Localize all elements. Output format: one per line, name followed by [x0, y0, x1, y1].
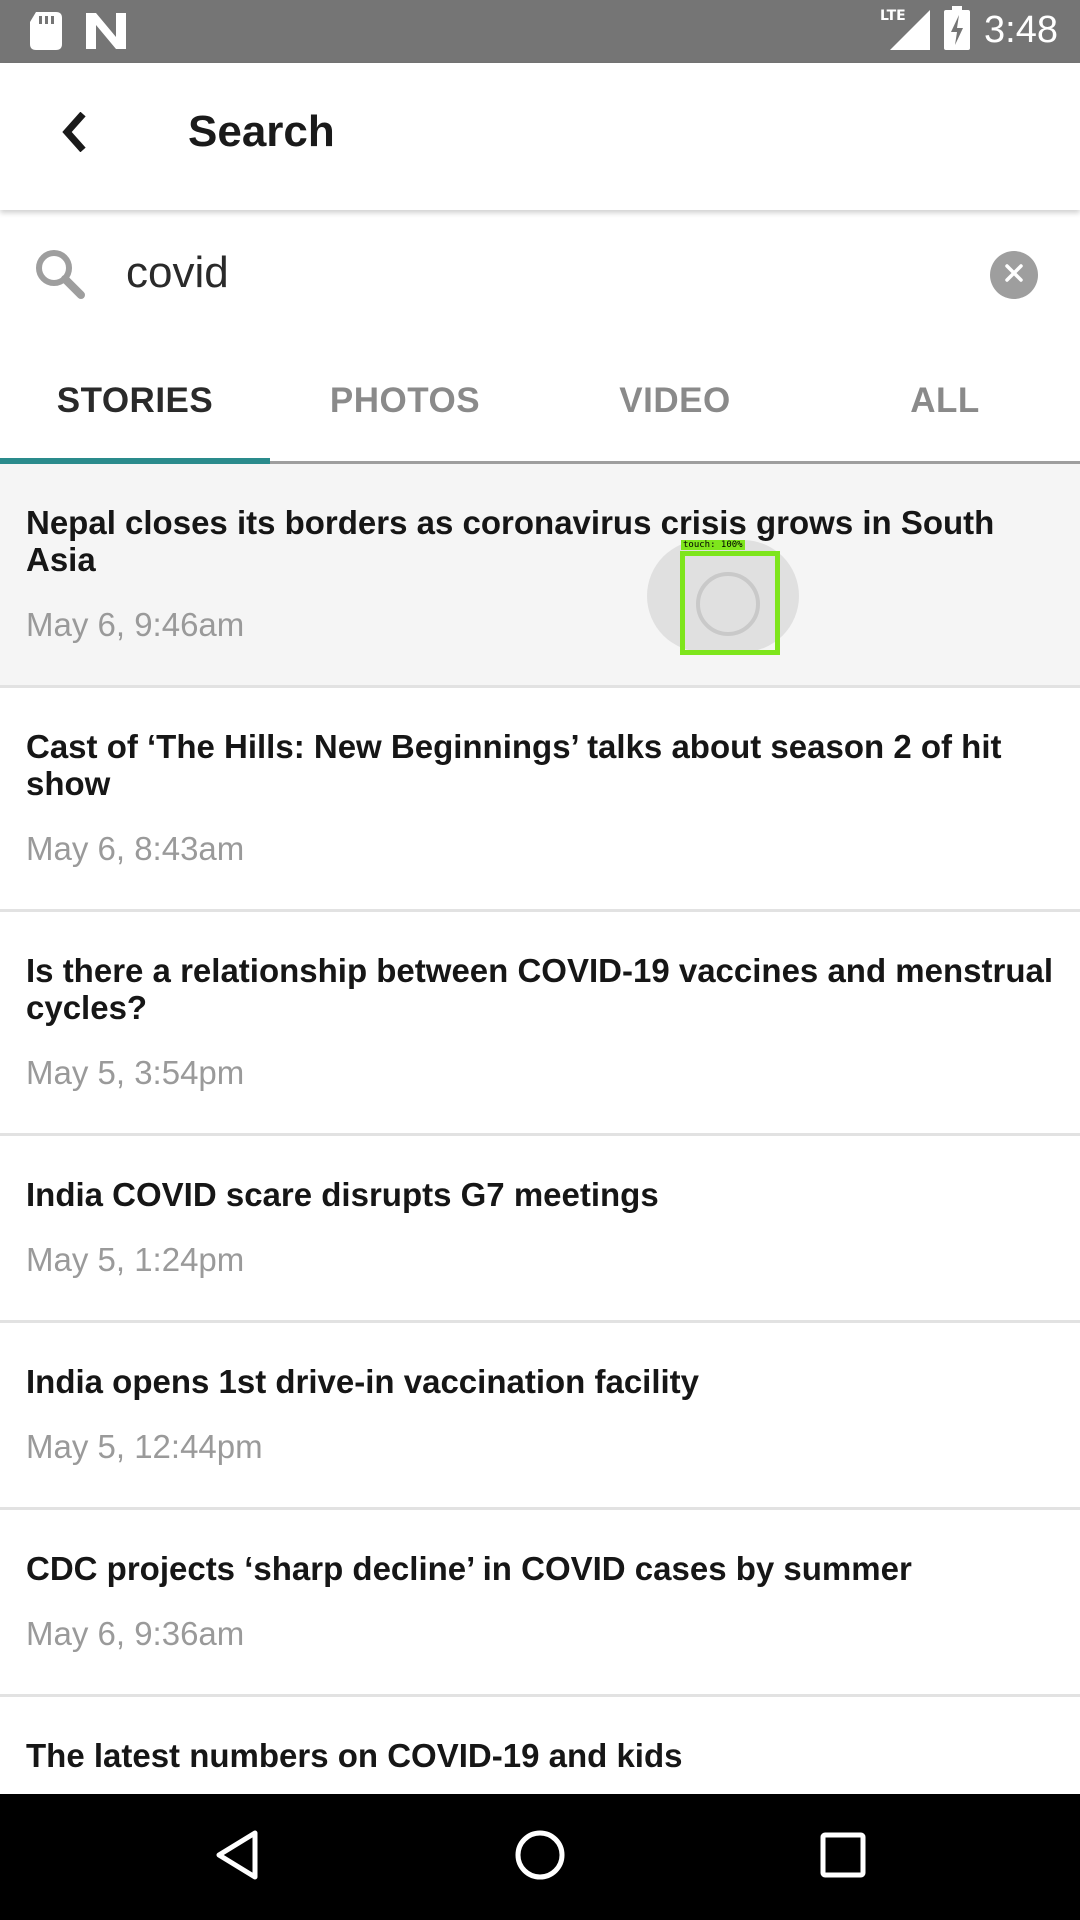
status-time: 3:48	[984, 9, 1058, 51]
system-nav-bar	[0, 1794, 1080, 1920]
search-icon	[34, 248, 86, 300]
search-input[interactable]	[126, 238, 946, 308]
tab-video[interactable]: VIDEO	[619, 380, 731, 420]
story-date: May 6, 9:36am	[26, 1615, 245, 1652]
status-right: LTE 3:48	[880, 6, 1058, 55]
touch-point-indicator	[696, 572, 760, 636]
story-title: Nepal closes its borders as coronavirus …	[26, 504, 995, 578]
touch-label: touch: 100%	[681, 540, 745, 550]
sd-card-icon	[30, 12, 62, 55]
tab-stories[interactable]: STORIES	[0, 340, 270, 464]
app-bar: Search	[0, 63, 1080, 210]
home-circle-icon	[514, 1829, 566, 1886]
tab-all[interactable]: ALL	[910, 380, 980, 420]
status-bar: LTE 3:48	[0, 0, 1080, 63]
nav-recents-button[interactable]	[813, 1827, 873, 1887]
battery-charging-icon	[944, 6, 971, 55]
nav-home-button[interactable]	[510, 1827, 570, 1887]
story-title: Cast of ‘The Hills: New Beginnings’ talk…	[26, 728, 1002, 802]
list-item[interactable]: India opens 1st drive-in vaccination fac…	[0, 1323, 1080, 1510]
list-item[interactable]: Nepal closes its borders as coronavirus …	[0, 464, 1080, 688]
story-title: Is there a relationship between COVID-19…	[26, 952, 1054, 1026]
nav-back-button[interactable]	[207, 1827, 267, 1887]
list-item[interactable]: Is there a relationship between COVID-19…	[0, 912, 1080, 1136]
search-bar	[0, 210, 1080, 340]
story-date: May 5, 3:54pm	[26, 1054, 245, 1091]
story-list: Nepal closes its borders as coronavirus …	[0, 464, 1080, 1794]
n-app-icon	[86, 13, 126, 54]
clear-icon	[1004, 263, 1024, 288]
story-date: May 5, 12:44pm	[26, 1428, 263, 1465]
story-title: India COVID scare disrupts G7 meetings	[26, 1176, 659, 1213]
page-title: Search	[188, 107, 335, 156]
list-item[interactable]: The latest numbers on COVID-19 and kids	[0, 1697, 1080, 1794]
list-item[interactable]: India COVID scare disrupts G7 meetings M…	[0, 1136, 1080, 1323]
story-title: CDC projects ‘sharp decline’ in COVID ca…	[26, 1550, 912, 1587]
status-left-icons	[30, 12, 126, 55]
story-date: May 5, 1:24pm	[26, 1241, 245, 1278]
recents-square-icon	[820, 1832, 866, 1883]
touch-highlight-box	[680, 551, 780, 655]
list-item[interactable]: CDC projects ‘sharp decline’ in COVID ca…	[0, 1510, 1080, 1697]
list-item[interactable]: Cast of ‘The Hills: New Beginnings’ talk…	[0, 688, 1080, 912]
tab-photos[interactable]: PHOTOS	[329, 380, 481, 420]
back-triangle-icon	[213, 1829, 261, 1886]
svg-text:LTE: LTE	[880, 8, 906, 24]
story-title: India opens 1st drive-in vaccination fac…	[26, 1363, 700, 1400]
back-chevron-icon	[61, 111, 87, 157]
lte-signal-icon: LTE	[880, 6, 931, 55]
tab-bar: STORIES PHOTOS VIDEO ALL	[0, 340, 1080, 464]
story-date: May 6, 9:46am	[26, 606, 245, 643]
story-date: May 6, 8:43am	[26, 830, 245, 867]
clear-search-button[interactable]	[990, 251, 1038, 299]
story-title: The latest numbers on COVID-19 and kids	[26, 1737, 683, 1774]
back-button[interactable]	[44, 99, 104, 169]
